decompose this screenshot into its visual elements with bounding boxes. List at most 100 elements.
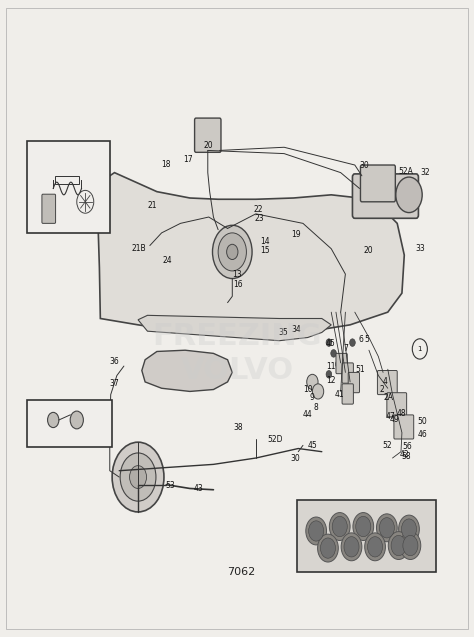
Circle shape bbox=[309, 521, 324, 541]
Polygon shape bbox=[138, 315, 331, 341]
FancyBboxPatch shape bbox=[42, 194, 55, 224]
Text: 56: 56 bbox=[403, 442, 412, 451]
Text: 13: 13 bbox=[232, 269, 242, 278]
Circle shape bbox=[326, 339, 332, 347]
Text: 10: 10 bbox=[303, 385, 312, 394]
Circle shape bbox=[365, 533, 385, 561]
FancyBboxPatch shape bbox=[377, 371, 397, 394]
Circle shape bbox=[396, 177, 422, 213]
Circle shape bbox=[318, 534, 338, 562]
Circle shape bbox=[47, 412, 59, 427]
Circle shape bbox=[112, 442, 164, 512]
Circle shape bbox=[218, 233, 246, 271]
Text: 2: 2 bbox=[380, 385, 384, 394]
Circle shape bbox=[307, 375, 318, 390]
Circle shape bbox=[388, 532, 409, 559]
Text: 38: 38 bbox=[233, 423, 243, 432]
Circle shape bbox=[391, 536, 406, 555]
Circle shape bbox=[403, 536, 418, 555]
Text: 45: 45 bbox=[326, 340, 335, 348]
Circle shape bbox=[353, 513, 374, 540]
Text: 52D: 52D bbox=[267, 434, 283, 443]
Text: 8: 8 bbox=[314, 403, 319, 412]
Polygon shape bbox=[142, 350, 232, 391]
Bar bbox=[27, 141, 110, 233]
FancyBboxPatch shape bbox=[353, 174, 419, 218]
Text: 24: 24 bbox=[163, 255, 172, 264]
Circle shape bbox=[376, 514, 397, 541]
Text: 53: 53 bbox=[165, 481, 175, 490]
Text: 33: 33 bbox=[415, 244, 425, 254]
Text: 46: 46 bbox=[417, 430, 427, 439]
Text: 58: 58 bbox=[402, 452, 411, 461]
Circle shape bbox=[356, 517, 371, 536]
Text: 43: 43 bbox=[193, 484, 203, 493]
Text: 2A: 2A bbox=[384, 393, 394, 403]
Text: 49: 49 bbox=[390, 415, 400, 424]
Text: 52: 52 bbox=[382, 441, 392, 450]
FancyBboxPatch shape bbox=[195, 118, 221, 152]
Circle shape bbox=[212, 225, 252, 278]
Text: 47: 47 bbox=[385, 412, 395, 421]
FancyBboxPatch shape bbox=[387, 392, 407, 417]
Circle shape bbox=[332, 517, 347, 536]
Text: 52C: 52C bbox=[38, 422, 52, 428]
Text: 9: 9 bbox=[310, 393, 315, 403]
Text: 15: 15 bbox=[260, 245, 270, 255]
Text: 20: 20 bbox=[363, 246, 373, 255]
Text: 25: 25 bbox=[75, 201, 83, 207]
Text: 27: 27 bbox=[73, 155, 82, 162]
FancyBboxPatch shape bbox=[342, 384, 354, 404]
Text: 18: 18 bbox=[162, 160, 171, 169]
Text: 6: 6 bbox=[358, 335, 363, 344]
Text: 50: 50 bbox=[417, 417, 427, 426]
Text: 35: 35 bbox=[278, 328, 288, 337]
FancyBboxPatch shape bbox=[348, 373, 359, 392]
Circle shape bbox=[306, 517, 327, 545]
Text: 20: 20 bbox=[63, 155, 72, 162]
Text: 14: 14 bbox=[260, 236, 270, 246]
Text: 52A: 52A bbox=[398, 167, 413, 176]
Circle shape bbox=[367, 536, 383, 557]
Text: 12: 12 bbox=[327, 376, 336, 385]
Circle shape bbox=[320, 538, 336, 558]
Text: 41: 41 bbox=[335, 390, 345, 399]
Text: 20: 20 bbox=[204, 141, 214, 150]
Text: 51: 51 bbox=[356, 365, 365, 374]
Text: 42: 42 bbox=[400, 450, 409, 459]
Text: 34: 34 bbox=[292, 326, 301, 334]
Polygon shape bbox=[98, 173, 404, 334]
Circle shape bbox=[70, 411, 83, 429]
Circle shape bbox=[344, 536, 359, 557]
Text: 44: 44 bbox=[303, 410, 312, 419]
Text: 30: 30 bbox=[359, 161, 369, 169]
Text: 37: 37 bbox=[109, 378, 119, 388]
Bar bbox=[297, 500, 436, 572]
Text: 7062: 7062 bbox=[228, 567, 256, 577]
Circle shape bbox=[350, 339, 356, 347]
Circle shape bbox=[329, 513, 350, 540]
Circle shape bbox=[312, 384, 324, 399]
Text: 17: 17 bbox=[182, 155, 192, 164]
Circle shape bbox=[336, 361, 341, 368]
Bar bbox=[27, 399, 112, 447]
Circle shape bbox=[400, 532, 421, 559]
Circle shape bbox=[341, 533, 362, 561]
Text: 54: 54 bbox=[414, 557, 423, 562]
Text: 45: 45 bbox=[308, 441, 317, 450]
Text: 5: 5 bbox=[364, 335, 369, 344]
Text: 55: 55 bbox=[360, 512, 369, 518]
FancyBboxPatch shape bbox=[342, 363, 354, 383]
Text: FREEZING
VOLVO: FREEZING VOLVO bbox=[152, 322, 322, 385]
Text: 7: 7 bbox=[343, 345, 348, 354]
Text: 19: 19 bbox=[291, 231, 301, 240]
Circle shape bbox=[227, 245, 238, 259]
Circle shape bbox=[401, 519, 417, 539]
Text: 52B: 52B bbox=[68, 422, 81, 428]
Circle shape bbox=[331, 350, 337, 357]
Text: 1: 1 bbox=[418, 346, 422, 352]
Circle shape bbox=[379, 518, 394, 538]
Text: 22: 22 bbox=[254, 205, 263, 214]
Circle shape bbox=[120, 453, 156, 501]
Circle shape bbox=[399, 515, 419, 543]
